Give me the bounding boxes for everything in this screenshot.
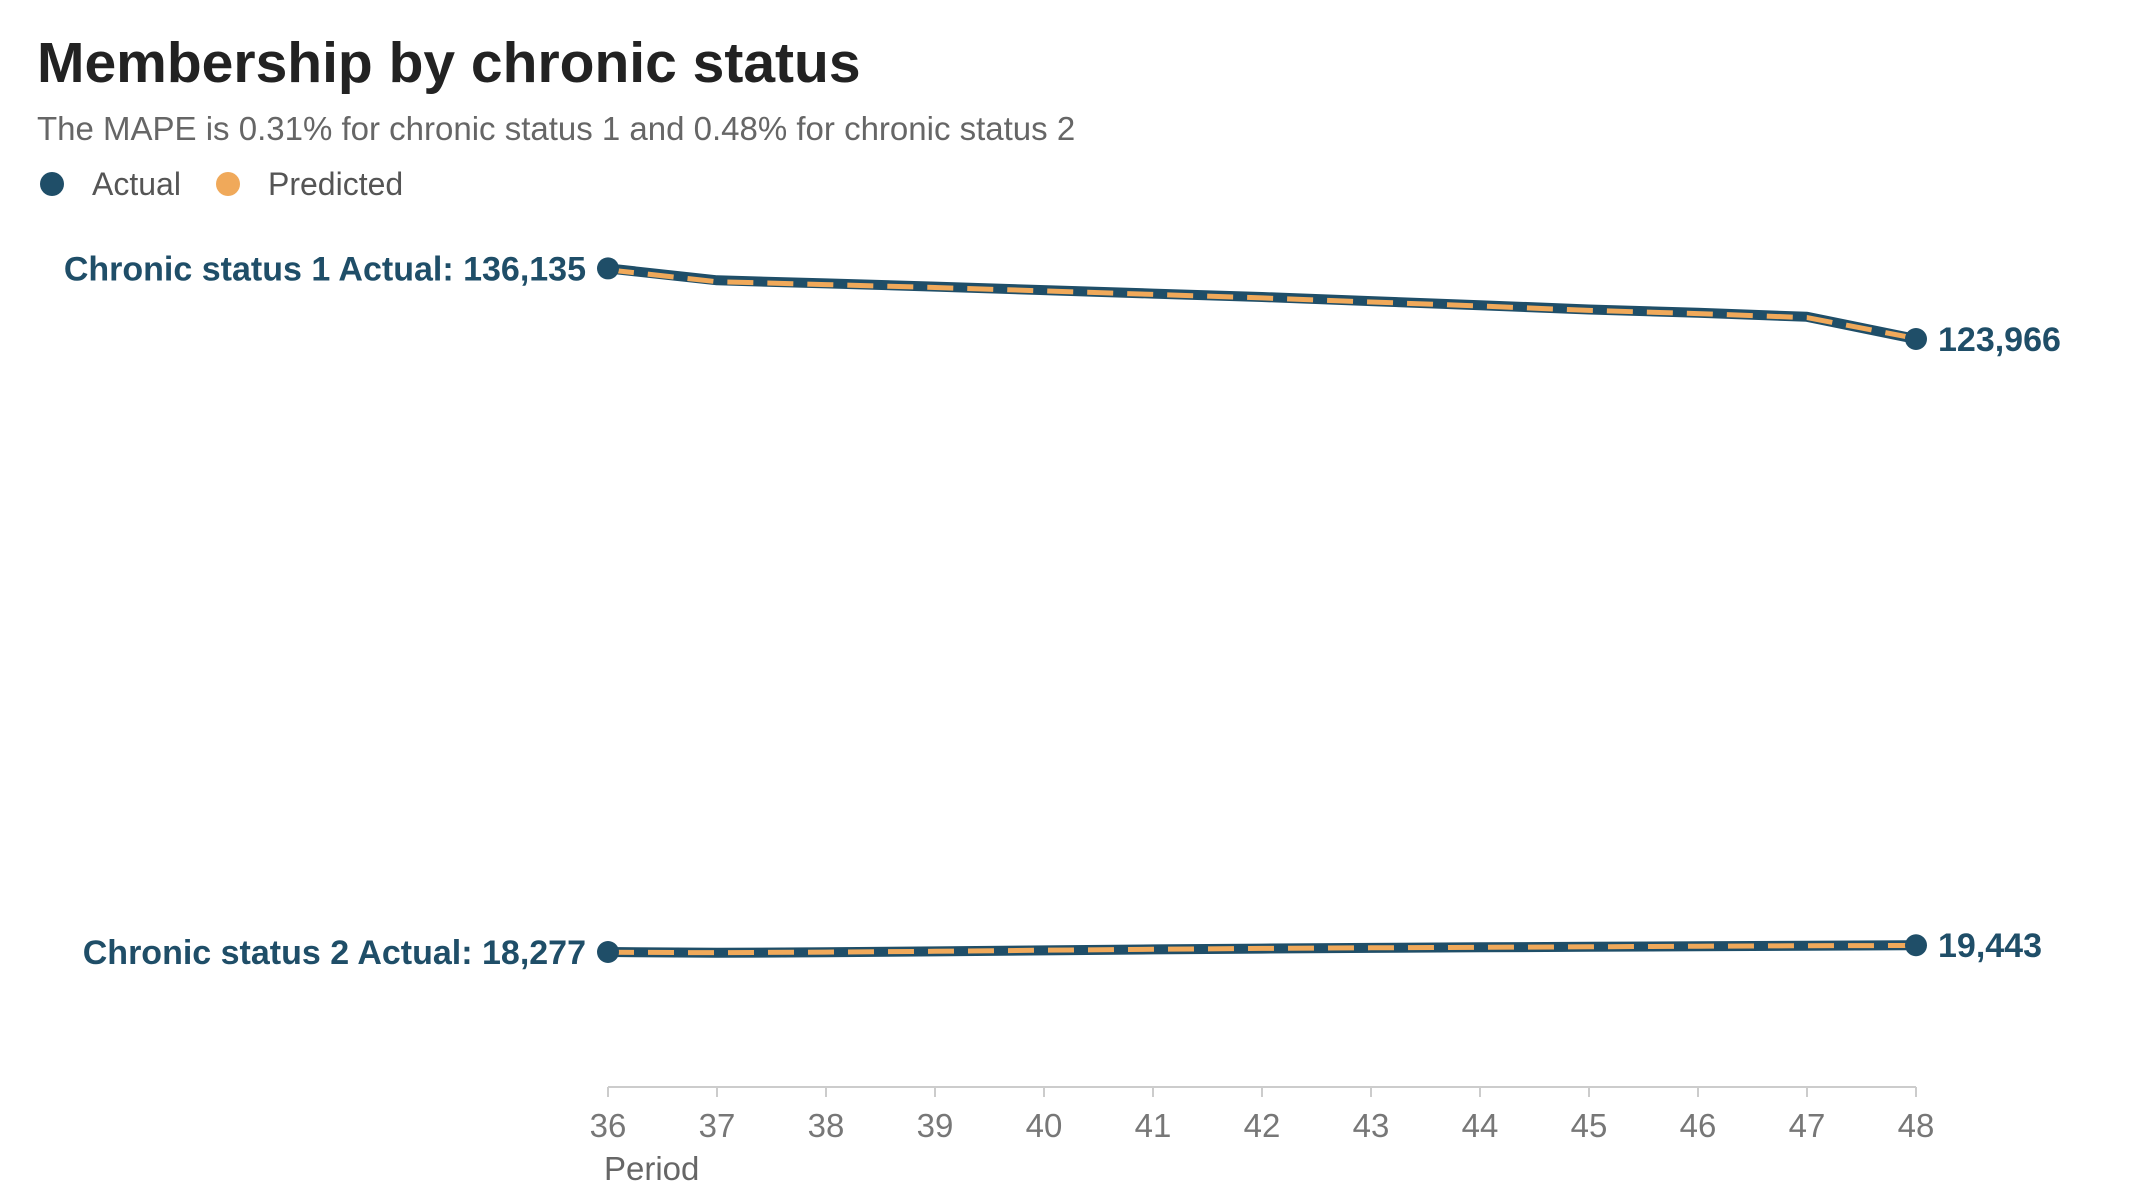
- x-tick-label-47: 47: [1789, 1107, 1826, 1144]
- data-label-chronic-status-2-start: Chronic status 2 Actual: 18,277: [83, 934, 586, 972]
- legend-item-predicted[interactable]: Predicted: [216, 166, 403, 202]
- legend-marker-actual: [40, 172, 64, 196]
- x-tick-label-38: 38: [808, 1107, 845, 1144]
- data-label-chronic-status-1-start: Chronic status 1 Actual: 136,135: [64, 250, 586, 288]
- chart-subtitle: The MAPE is 0.31% for chronic status 1 a…: [37, 110, 1075, 147]
- x-axis: 36 37 38 39 40 41 42 43 44 45 46 47 48: [590, 1086, 1935, 1144]
- series-line-chronic-status-1-predicted: [607, 267, 1917, 341]
- x-axis-title: Period: [604, 1150, 699, 1187]
- x-tick-label-36: 36: [590, 1107, 627, 1144]
- legend-label-predicted: Predicted: [268, 166, 403, 202]
- point-chronic-status-1-start: [597, 257, 619, 280]
- x-tick-label-45: 45: [1571, 1107, 1608, 1144]
- series-line-chronic-status-1-actual: [607, 263, 1917, 344]
- x-tick-label-37: 37: [699, 1107, 736, 1144]
- point-chronic-status-2-end: [1905, 934, 1927, 957]
- x-tick-label-43: 43: [1353, 1107, 1390, 1144]
- x-tick-label-46: 46: [1680, 1107, 1717, 1144]
- chart-title: Membership by chronic status: [37, 31, 861, 95]
- legend-label-actual: Actual: [92, 166, 181, 202]
- x-tick-label-41: 41: [1135, 1107, 1172, 1144]
- x-tick-label-42: 42: [1244, 1107, 1281, 1144]
- data-label-chronic-status-2-end: 19,443: [1938, 927, 2042, 965]
- x-tick-label-39: 39: [917, 1107, 954, 1144]
- series-line-chronic-status-2-predicted: [607, 943, 1917, 956]
- legend-marker-predicted: [216, 172, 240, 196]
- data-label-chronic-status-1-end: 123,966: [1938, 321, 2061, 359]
- x-tick-label-44: 44: [1462, 1107, 1499, 1144]
- x-tick-label-40: 40: [1026, 1107, 1063, 1144]
- point-chronic-status-1-end: [1905, 327, 1927, 350]
- x-tick-label-48: 48: [1898, 1107, 1935, 1144]
- legend: Actual Predicted: [40, 166, 403, 202]
- legend-item-actual[interactable]: Actual: [40, 166, 181, 202]
- plot-area: Chronic status 1 Actual: 136,135 123,966 C…: [64, 250, 2061, 972]
- point-chronic-status-2-start: [597, 940, 619, 963]
